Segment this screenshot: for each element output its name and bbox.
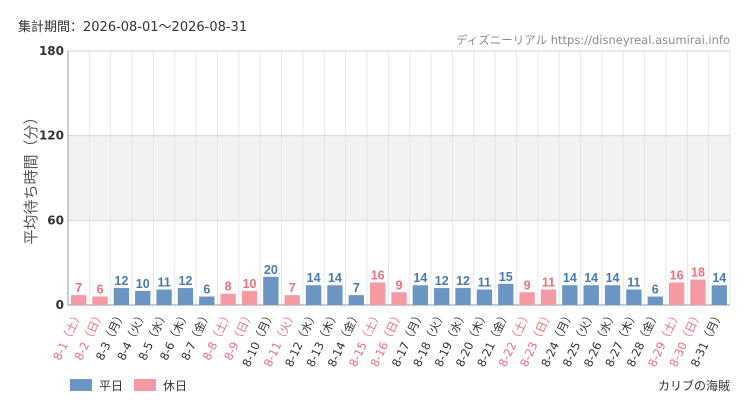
bar	[327, 285, 343, 305]
bar-value-label: 12	[456, 274, 470, 288]
bar-value-label: 11	[542, 275, 555, 289]
attraction-name: カリブの海賊	[658, 378, 730, 393]
bar	[113, 288, 130, 305]
bar	[434, 288, 450, 305]
bar	[626, 289, 642, 305]
y-tick-label: 0	[56, 298, 64, 312]
bar	[412, 285, 429, 305]
bar	[305, 285, 322, 305]
y-tick-label: 120	[39, 129, 64, 143]
y-axis: 0 60 120 180	[39, 44, 69, 312]
x-tick-labels: 8-1（土）8-2（日）8-3（月）8-4（火）8-5（水）8-6（木）8-7（…	[50, 308, 726, 369]
bar-value-label: 14	[712, 271, 726, 285]
bar-value-label: 12	[114, 274, 128, 288]
bar	[241, 290, 258, 305]
bar	[70, 295, 87, 305]
legend-swatch-holiday	[134, 379, 156, 391]
bar	[668, 282, 685, 305]
legend-label-weekday: 平日	[99, 379, 123, 393]
bar	[455, 288, 471, 305]
legend-label-holiday: 休日	[163, 379, 187, 393]
bar-value-label: 14	[413, 271, 427, 285]
bar-value-label: 11	[157, 275, 170, 289]
legend-swatch-weekday	[70, 379, 92, 391]
bar-value-label: 9	[396, 278, 403, 292]
bar	[519, 292, 535, 305]
y-tick-label: 60	[47, 213, 64, 227]
bar-value-label: 7	[353, 281, 360, 295]
bar-value-label: 14	[584, 271, 598, 285]
bar	[476, 289, 493, 305]
value-labels: 7 6 12 10 11 12 6 8 10 20 7 14 14 7 16 9 14 12 12 11 15 9 11 14…	[75, 263, 726, 297]
bar-value-label: 14	[328, 271, 342, 285]
bar	[263, 276, 279, 305]
bar-value-label: 7	[289, 281, 296, 295]
bar	[92, 296, 108, 305]
bar	[690, 279, 706, 305]
bar-value-label: 10	[243, 277, 257, 291]
bar	[220, 293, 236, 305]
bar	[369, 282, 386, 305]
bar-value-label: 20	[264, 263, 278, 277]
bar	[177, 288, 194, 305]
y-tick-label: 180	[39, 44, 64, 58]
bars	[70, 276, 728, 305]
legend: 平日 休日	[70, 379, 187, 393]
bar-value-label: 6	[203, 283, 210, 297]
bar	[498, 283, 514, 305]
bar	[711, 285, 728, 305]
bar	[540, 289, 557, 305]
bar-value-label: 12	[178, 274, 192, 288]
bar-value-label: 8	[225, 280, 232, 294]
bar-value-label: 6	[652, 283, 659, 297]
bar-value-label: 15	[499, 270, 513, 284]
bar-value-label: 14	[307, 271, 321, 285]
bar-value-label: 12	[435, 274, 449, 288]
bar	[284, 295, 300, 305]
bar	[647, 296, 663, 305]
bar	[156, 289, 172, 305]
bar	[604, 285, 621, 305]
bar	[562, 285, 578, 305]
grid-lines	[67, 50, 731, 306]
bar-value-label: 18	[691, 266, 705, 280]
source-credit: ディズニーリアル https://disneyreal.asumirai.inf…	[456, 33, 730, 47]
bar-value-label: 11	[627, 275, 640, 289]
bar-value-label: 16	[670, 268, 684, 282]
bar	[135, 290, 151, 305]
bar	[199, 296, 215, 305]
bar-value-label: 6	[97, 283, 104, 297]
shaded-band	[68, 135, 730, 221]
y-axis-title: 平均待ち時間（分）	[22, 109, 40, 244]
bar-value-label: 10	[136, 277, 150, 291]
bar-value-label: 9	[524, 278, 531, 292]
bar-value-label: 11	[478, 275, 491, 289]
bar	[583, 285, 599, 305]
bar-value-label: 14	[563, 271, 577, 285]
bar	[348, 295, 364, 305]
bar	[391, 292, 407, 305]
period-label: 集計期間：2026-08-01～2026-08-31	[18, 19, 247, 35]
bar-value-label: 7	[75, 281, 82, 295]
bar-value-label: 16	[371, 268, 385, 282]
bar-value-label: 14	[606, 271, 620, 285]
